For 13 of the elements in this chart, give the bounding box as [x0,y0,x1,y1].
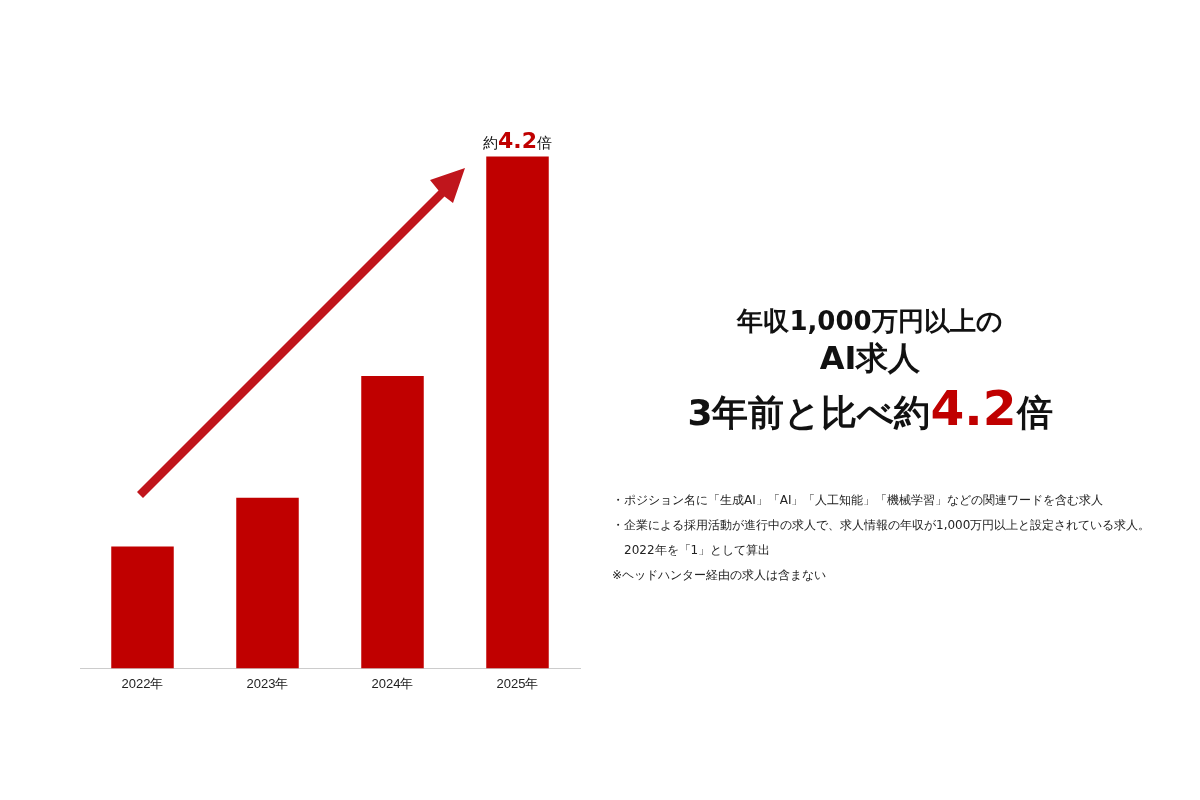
bar [486,156,549,669]
bar [111,546,174,669]
data-label: 約4.2倍 [483,127,552,153]
bar [361,375,424,669]
x-tick-label: 2025年 [496,675,539,691]
text: ・企業による採用活動が進行中の求人で、求人情報の年収が1,000万円以上と設定されている求人。2022年を「1」として算出 [612,517,1152,559]
bar [236,497,299,669]
x-tick-label: 2022年 [121,675,164,691]
x-tick-label: 2023年 [246,675,289,691]
x-tick-label: 2024年 [371,675,414,691]
text: 年収1,000万円以上の AI求人 3年前と比べ約4.2倍 [686,305,1054,438]
text: ・ポジション名に「生成AI」「AI」「人工知能」「機械学習」などの関連ワードを含む求人 [612,492,1105,509]
text: ※ヘッドハンター経由の求人は含まない [612,567,828,584]
